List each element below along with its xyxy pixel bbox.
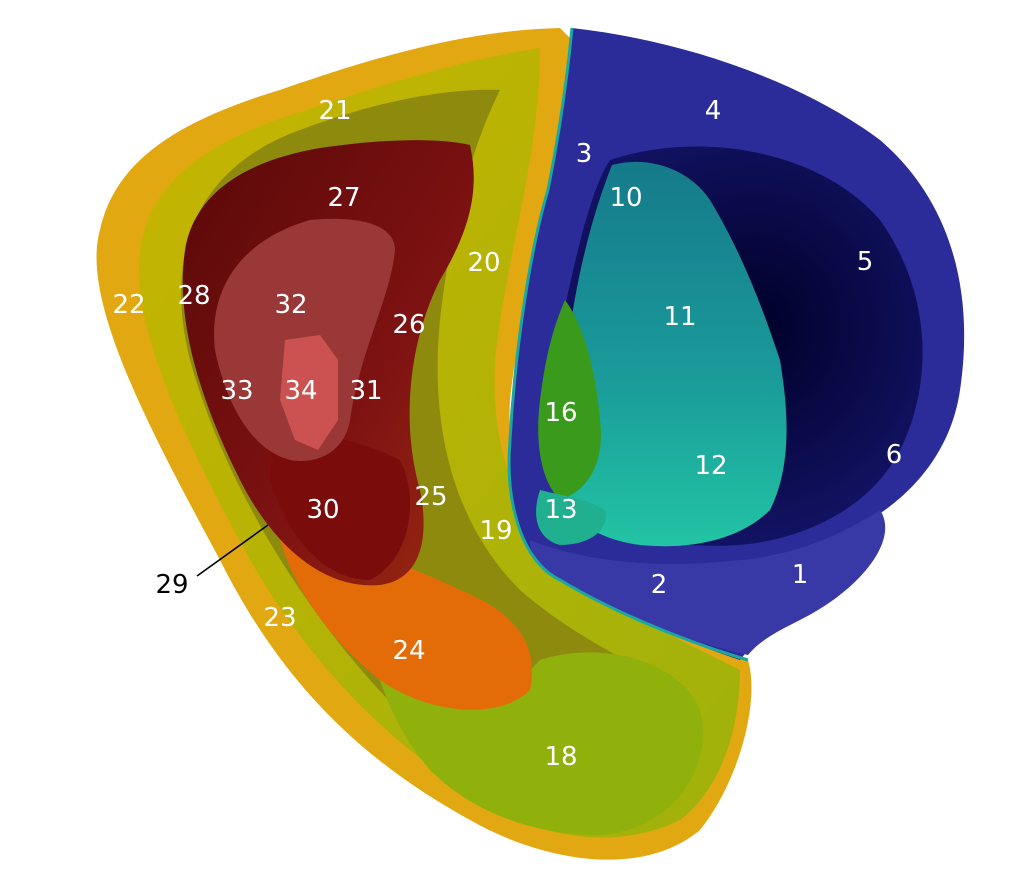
label-5: 5 (856, 247, 874, 277)
septum-boundary (507, 27, 749, 662)
label-24: 24 (392, 636, 426, 666)
segment-13 (536, 490, 606, 545)
label-19: 19 (479, 516, 513, 546)
label-6: 6 (885, 440, 903, 470)
label-31: 31 (349, 376, 383, 406)
label-26: 26 (392, 310, 426, 340)
label-3: 3 (575, 139, 593, 169)
label-23: 23 (263, 603, 297, 633)
label-1: 1 (791, 560, 809, 590)
label-27: 27 (327, 183, 361, 213)
label-18: 18 (544, 742, 578, 772)
label-28: 28 (177, 281, 211, 311)
segment-30 (270, 430, 410, 580)
label-20: 20 (467, 248, 501, 278)
label-11: 11 (663, 302, 697, 332)
segment-1-2 (530, 510, 886, 655)
label-13: 13 (544, 495, 578, 525)
segment-16 (538, 300, 601, 500)
label-10: 10 (609, 183, 643, 213)
label-33: 33 (220, 376, 254, 406)
label-34: 34 (284, 376, 318, 406)
label-4: 4 (704, 96, 722, 126)
label-2: 2 (650, 570, 668, 600)
segment-24 (280, 540, 532, 710)
label-12: 12 (694, 451, 728, 481)
label-30: 30 (306, 495, 340, 525)
label-22: 22 (112, 290, 146, 320)
label-21: 21 (318, 96, 352, 126)
segment-10-11-12 (557, 161, 787, 547)
label-29-pointer (196, 524, 269, 577)
label-32: 32 (274, 290, 308, 320)
segment-34 (280, 335, 338, 450)
label-16: 16 (544, 398, 578, 428)
label-29: 29 (155, 570, 189, 600)
label-25: 25 (414, 482, 448, 512)
